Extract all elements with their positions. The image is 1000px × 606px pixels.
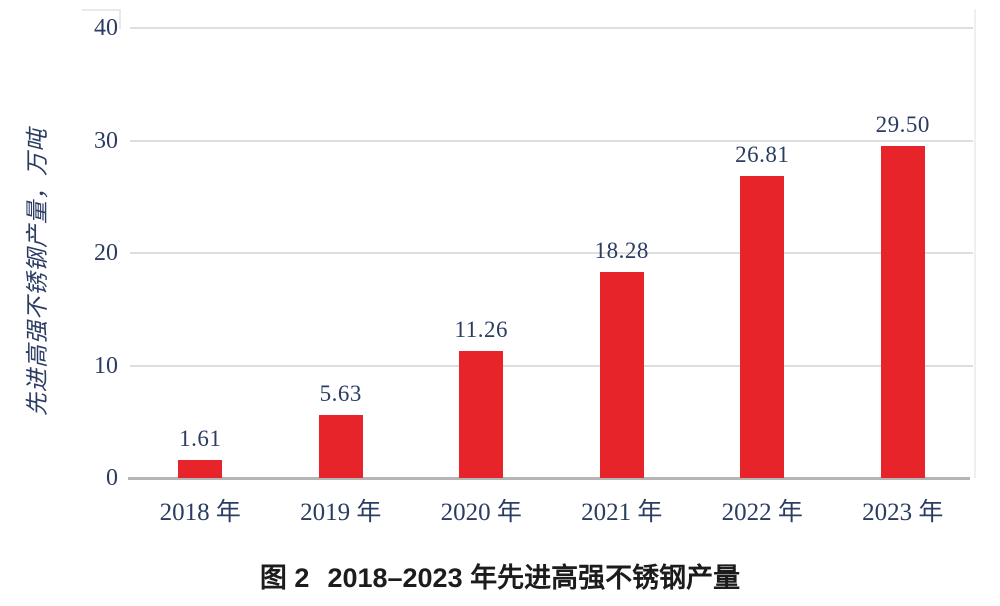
bar-value-label: 1.61 xyxy=(179,425,222,451)
x-tick-label: 2021 年 xyxy=(581,499,663,526)
x-tick-label: 2022 年 xyxy=(721,499,803,526)
y-tick-label: 10 xyxy=(94,352,118,379)
caption-title: 2018–2023 年先进高强不锈钢产量 xyxy=(327,563,741,593)
bar-value-label: 26.81 xyxy=(735,142,790,168)
bar-value-label: 18.28 xyxy=(594,238,649,264)
caption-number: 图 2 xyxy=(259,563,310,593)
y-tick-label: 20 xyxy=(94,240,118,266)
x-tick-label: 2019 年 xyxy=(300,499,382,526)
y-tick-label: 40 xyxy=(94,15,118,41)
plot-area: 1.61 5.63 11.26 18.28 26.81 29.50 xyxy=(128,27,973,480)
bar-2022年 xyxy=(740,176,785,478)
gridline-y-40 xyxy=(130,27,973,29)
plot-border-artifact-corner xyxy=(119,9,121,29)
y-tick-label: 0 xyxy=(106,465,118,491)
gridline-y-30 xyxy=(130,139,973,142)
bar-value-label: 29.50 xyxy=(875,112,930,138)
bar-2023年 xyxy=(880,146,925,478)
plot-border-artifact-top xyxy=(82,9,121,11)
bar-value-label: 11.26 xyxy=(454,317,508,343)
bar-2019年 xyxy=(318,414,363,478)
bar-value-label: 5.63 xyxy=(319,380,362,406)
x-tick-label: 2023 年 xyxy=(862,499,944,526)
bar-2020年 xyxy=(459,351,504,478)
plot-border-artifact-right xyxy=(974,9,976,478)
gridline-y-10 xyxy=(130,364,973,367)
gridline-y-20 xyxy=(130,252,973,254)
x-tick-label: 2018 年 xyxy=(159,499,241,526)
bar-2018年 xyxy=(178,459,223,478)
y-tick-label: 30 xyxy=(94,127,118,154)
x-axis-line xyxy=(128,476,970,480)
figure-caption: 图 2 2018–2023 年先进高强不锈钢产量 xyxy=(0,556,1000,595)
bar-2021年 xyxy=(599,272,644,478)
x-tick-label: 2020 年 xyxy=(440,499,522,526)
